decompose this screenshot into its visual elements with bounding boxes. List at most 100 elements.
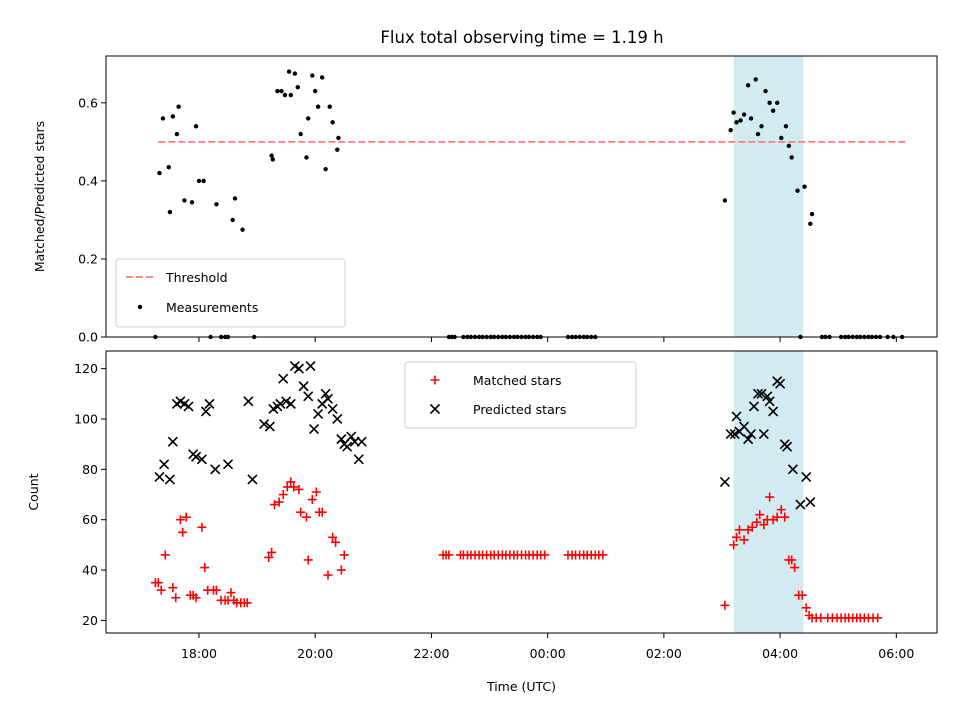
predicted-point	[327, 403, 338, 414]
matched-point	[787, 555, 797, 565]
data-point	[176, 104, 181, 109]
data-point	[214, 202, 219, 207]
x-tick-label: 00:00	[530, 646, 566, 661]
legend-box	[404, 361, 637, 429]
predicted-point	[308, 423, 320, 435]
y-tick-label: 0.2	[78, 251, 98, 266]
predicted-point	[322, 393, 334, 404]
data-point	[269, 153, 274, 158]
matched-point	[160, 550, 170, 560]
data-point	[755, 131, 761, 137]
data-point	[779, 135, 784, 141]
y-tick-label: 120	[74, 361, 98, 376]
predicted-point	[154, 471, 165, 482]
predicted-point	[346, 431, 357, 442]
matched-point	[200, 563, 210, 573]
matched-point	[171, 593, 181, 603]
matched-point	[797, 590, 807, 600]
data-point	[298, 131, 303, 137]
predicted-point	[743, 434, 754, 445]
legend-matched-label: Matched stars	[473, 373, 561, 388]
axes-frame	[105, 350, 938, 634]
highlight-span	[733, 351, 804, 633]
predicted-point	[278, 373, 289, 384]
predicted-point	[805, 497, 816, 508]
matched-point	[156, 585, 166, 595]
legend-box	[115, 258, 346, 328]
data-point	[748, 116, 754, 121]
predicted-point	[336, 434, 347, 445]
data-point	[157, 170, 162, 176]
y-tick-label: 20	[82, 613, 98, 628]
matched-point	[747, 522, 757, 532]
matched-point	[759, 520, 769, 530]
predicted-point	[275, 398, 286, 409]
predicted-point	[200, 406, 212, 417]
matched-point	[765, 492, 775, 502]
data-point	[306, 116, 311, 121]
data-point	[310, 73, 315, 78]
data-point	[745, 83, 751, 88]
matched-point	[444, 550, 454, 560]
predicted-point	[164, 474, 175, 485]
matched-point	[264, 552, 274, 562]
data-point	[275, 88, 280, 94]
data-point	[763, 88, 768, 94]
data-point	[292, 71, 298, 76]
predicted-point	[183, 401, 194, 412]
chart-title: Flux total observing time = 1.19 h	[380, 28, 663, 47]
data-point	[327, 104, 332, 109]
data-point	[295, 85, 300, 90]
matched-point	[336, 565, 346, 575]
predicted-point	[210, 464, 221, 475]
data-point	[240, 227, 245, 232]
data-point	[795, 188, 800, 193]
data-point	[770, 108, 776, 113]
data-point	[809, 211, 815, 217]
data-point	[279, 88, 284, 94]
matched-point	[153, 578, 163, 588]
matched-point	[286, 477, 296, 487]
matched-point	[311, 487, 321, 497]
matched-point	[274, 497, 284, 507]
data-point	[196, 178, 202, 184]
data-point	[286, 69, 292, 74]
data-point	[166, 165, 171, 170]
predicted-point	[258, 418, 270, 430]
matched-point	[755, 510, 765, 520]
matched-point	[294, 484, 304, 494]
predicted-point	[768, 406, 779, 417]
data-point	[174, 131, 180, 137]
matched-point	[328, 532, 338, 542]
data-point	[189, 200, 195, 205]
series-matched-stars	[150, 477, 883, 623]
data-point	[330, 120, 335, 125]
matched-point	[181, 512, 191, 522]
x-tick-label: 06:00	[878, 646, 914, 661]
predicted-point	[801, 471, 812, 482]
matched-point	[790, 563, 800, 573]
data-point	[315, 104, 321, 109]
data-point	[767, 100, 772, 106]
data-point	[728, 127, 733, 133]
bottom-panel: 20 40 60 80 100 120 18:00 20:00 22:00 00:00 02:00 0…	[26, 350, 938, 694]
legend: Matched stars Predicted stars	[404, 361, 637, 429]
matched-point	[296, 507, 306, 517]
matched-point	[734, 525, 744, 535]
matched-point	[303, 555, 313, 565]
data-point	[789, 155, 794, 160]
matched-point	[191, 593, 201, 603]
matched-point	[242, 598, 252, 608]
data-point	[731, 110, 736, 115]
predicted-point	[787, 464, 798, 475]
predicted-point	[748, 401, 760, 412]
predicted-point	[725, 429, 736, 440]
matched-point	[278, 490, 288, 500]
data-point	[288, 92, 293, 98]
predicted-point	[320, 388, 331, 399]
matched-point	[197, 522, 207, 532]
predicted-point	[752, 388, 764, 399]
series-predicted-stars	[154, 361, 816, 510]
